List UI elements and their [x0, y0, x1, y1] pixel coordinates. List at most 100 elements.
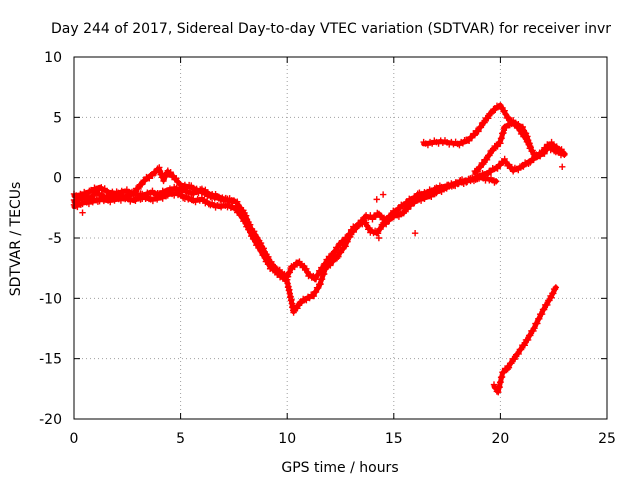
data-point	[74, 203, 81, 211]
data-point	[490, 147, 497, 154]
data-point	[373, 196, 380, 203]
data-point	[492, 178, 500, 185]
series-descending-trace	[490, 284, 559, 396]
data-point	[486, 152, 493, 159]
data-point	[152, 169, 160, 176]
data-point	[529, 147, 536, 154]
data-point	[488, 109, 496, 117]
data-point	[485, 115, 492, 122]
data-point	[490, 381, 498, 388]
data-point	[79, 209, 86, 216]
data-point	[478, 159, 486, 167]
data-series	[70, 102, 568, 396]
data-point	[521, 342, 528, 349]
data-point	[536, 315, 543, 323]
x-tick-label: 0	[70, 431, 79, 447]
data-point	[519, 123, 526, 131]
data-point	[377, 225, 384, 233]
data-point	[382, 220, 390, 228]
x-tick-label: 5	[176, 431, 185, 447]
data-point	[141, 177, 149, 185]
data-point	[475, 128, 482, 135]
data-point	[320, 270, 328, 278]
data-point	[501, 107, 508, 114]
data-point	[541, 150, 548, 157]
data-point	[335, 253, 342, 260]
data-point	[411, 199, 418, 207]
data-point	[242, 212, 250, 219]
data-point	[79, 192, 86, 199]
data-point	[483, 156, 491, 164]
data-point	[89, 187, 96, 195]
data-point	[534, 320, 541, 327]
data-point	[487, 168, 495, 176]
data-point	[330, 258, 337, 265]
data-point	[149, 172, 156, 180]
data-point	[342, 243, 349, 250]
data-point	[508, 163, 515, 171]
data-point	[538, 310, 546, 318]
x-tick-label: 20	[491, 431, 509, 447]
data-point	[310, 292, 318, 300]
data-point	[497, 162, 504, 169]
y-tick-label: -5	[48, 231, 62, 247]
x-tick-label: 10	[278, 431, 296, 447]
x-tick-label: 25	[598, 431, 616, 447]
data-point	[515, 166, 522, 174]
data-point	[524, 133, 531, 140]
data-point	[271, 265, 278, 272]
data-point	[327, 262, 334, 269]
data-point	[505, 114, 513, 122]
data-point	[526, 140, 533, 147]
data-point	[503, 124, 510, 132]
data-point	[298, 299, 305, 307]
data-point	[131, 189, 139, 196]
data-point	[407, 202, 415, 210]
plot-frame	[73, 56, 608, 420]
data-point	[411, 229, 419, 237]
data-point	[344, 238, 351, 245]
data-point	[286, 269, 293, 276]
data-point	[260, 251, 267, 258]
x-tick-label: 15	[385, 431, 403, 447]
data-point	[465, 137, 473, 145]
data-point	[250, 234, 258, 242]
data-point	[196, 186, 204, 193]
grid-lines	[74, 57, 607, 419]
data-point	[544, 146, 551, 153]
data-point	[322, 265, 329, 273]
y-tick-label: 0	[53, 171, 62, 187]
data-point	[552, 284, 560, 291]
data-point	[159, 195, 166, 202]
data-point	[135, 185, 142, 193]
data-point	[504, 113, 512, 121]
data-point	[477, 164, 484, 171]
data-point	[433, 189, 440, 197]
data-point	[379, 191, 387, 198]
data-point	[524, 137, 532, 144]
data-point	[506, 121, 513, 129]
data-point	[505, 364, 513, 371]
data-point	[400, 209, 407, 217]
y-tick-label: -20	[39, 412, 62, 428]
data-point	[494, 143, 501, 150]
data-point	[291, 263, 298, 271]
data-point	[520, 163, 527, 170]
data-point	[511, 355, 519, 363]
data-point	[404, 206, 412, 213]
data-point	[495, 138, 503, 146]
data-point	[162, 173, 170, 181]
data-point	[471, 131, 479, 139]
y-tick-label: -15	[39, 352, 62, 368]
data-point	[294, 305, 301, 312]
x-axis-label: GPS time / hours	[281, 460, 398, 476]
axis-ticks: 0 5 10 15 20 25 -20 -15 -10 -5 0 5 10	[39, 50, 616, 447]
data-point	[354, 223, 361, 231]
data-point	[544, 301, 551, 309]
data-point	[438, 188, 445, 195]
data-point	[337, 249, 345, 256]
data-point	[314, 284, 322, 292]
series-lower-trace	[70, 172, 499, 316]
data-point	[264, 261, 272, 268]
